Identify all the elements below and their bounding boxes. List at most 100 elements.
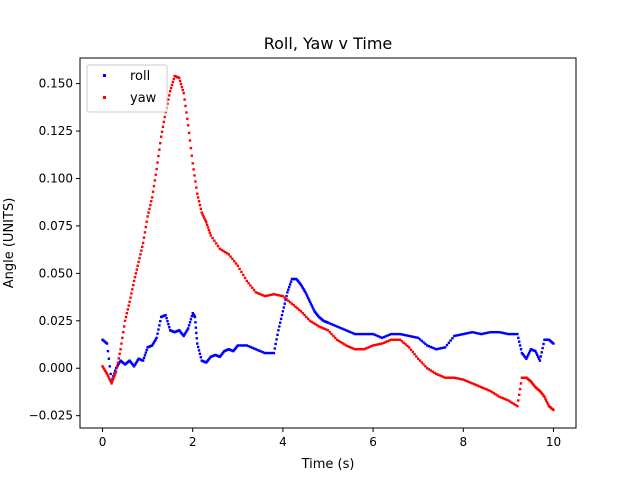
data-point-roll — [245, 344, 249, 347]
x-axis: 0 2 4 6 8 10 — [99, 428, 561, 449]
data-point-roll — [279, 317, 283, 321]
data-point-yaw — [487, 389, 490, 392]
data-point-yaw — [113, 375, 116, 378]
data-point-roll — [273, 347, 276, 350]
data-point-yaw — [288, 301, 292, 304]
data-point-yaw — [172, 77, 175, 81]
data-point-roll — [471, 330, 474, 334]
data-point-roll — [435, 348, 438, 351]
data-point-roll — [159, 319, 162, 323]
data-point-yaw — [371, 344, 375, 347]
data-point-yaw — [499, 396, 503, 399]
data-point-roll — [195, 337, 198, 340]
y-tick-label: 0.025 — [39, 314, 73, 328]
data-point-yaw — [334, 336, 337, 340]
data-point-yaw — [348, 345, 351, 349]
y-axis: −0.025 0.000 0.025 0.050 0.075 0.100 0.125 0.15… — [29, 77, 80, 423]
data-point-roll — [193, 315, 197, 319]
data-point-roll — [377, 335, 380, 338]
data-point-yaw — [203, 217, 206, 220]
data-point-yaw — [444, 376, 447, 379]
data-point-roll — [519, 348, 523, 351]
data-point-roll — [364, 332, 368, 336]
data-point-yaw — [152, 184, 156, 188]
data-point-roll — [406, 334, 409, 337]
data-point-roll — [525, 357, 528, 360]
legend: roll yaw — [86, 64, 168, 113]
data-point-roll — [447, 341, 451, 345]
data-point-roll — [286, 291, 289, 294]
data-point-roll — [135, 360, 139, 363]
data-point-yaw — [364, 347, 368, 350]
data-point-yaw — [517, 393, 521, 396]
data-point-roll — [185, 330, 188, 333]
data-point-roll — [480, 332, 483, 336]
data-point-yaw — [306, 317, 310, 321]
data-point-yaw — [352, 347, 355, 350]
data-point-yaw — [402, 341, 405, 345]
data-point-roll — [116, 363, 120, 367]
data-point-yaw — [508, 400, 512, 403]
data-point-roll — [415, 336, 418, 339]
data-point-roll — [144, 351, 148, 354]
data-point-roll — [167, 323, 170, 326]
data-point-roll — [263, 351, 267, 355]
data-point-yaw — [102, 366, 105, 370]
data-point-roll — [438, 347, 442, 350]
data-point-roll — [407, 334, 411, 338]
data-point-roll — [366, 332, 369, 336]
data-point-yaw — [272, 293, 276, 296]
data-point-yaw — [205, 223, 209, 226]
data-point-yaw — [512, 402, 515, 406]
x-tick-label: 8 — [459, 435, 467, 449]
data-point-roll — [451, 337, 454, 340]
data-point-yaw — [440, 375, 443, 378]
data-point-roll — [512, 332, 515, 336]
data-point-roll — [436, 347, 440, 351]
data-point-roll — [299, 283, 303, 286]
data-point-yaw — [462, 378, 465, 381]
data-point-roll — [538, 359, 542, 362]
data-point-yaw — [223, 250, 227, 254]
data-point-roll — [501, 331, 505, 335]
data-point-yaw — [519, 382, 523, 385]
legend-label-roll: roll — [130, 69, 150, 84]
data-point-yaw — [516, 404, 519, 408]
y-tick-label: 0.125 — [39, 124, 73, 138]
data-point-yaw — [380, 342, 384, 345]
data-point-yaw — [465, 379, 469, 383]
data-point-roll — [145, 348, 148, 352]
data-point-roll — [465, 332, 469, 335]
data-point-roll — [442, 346, 445, 349]
data-point-yaw — [160, 130, 164, 134]
data-point-roll — [445, 343, 449, 347]
data-point-roll — [288, 283, 292, 286]
data-point-roll — [194, 326, 198, 329]
data-point-yaw — [265, 294, 268, 297]
data-point-roll — [444, 346, 447, 349]
data-point-roll — [254, 348, 258, 351]
data-point-yaw — [194, 180, 197, 183]
data-point-yaw — [132, 283, 135, 287]
data-point-yaw — [335, 338, 339, 341]
data-point-yaw — [261, 294, 265, 297]
data-point-roll — [492, 330, 496, 334]
data-point-yaw — [238, 267, 241, 271]
y-axis-label: Angle (UNITS) — [2, 198, 17, 289]
data-point-yaw — [170, 83, 174, 87]
data-point-yaw — [211, 236, 214, 240]
data-point-yaw — [213, 239, 216, 242]
data-point-yaw — [181, 88, 185, 92]
data-point-yaw — [494, 393, 497, 396]
data-point-roll — [242, 344, 245, 347]
data-point-yaw — [507, 399, 510, 402]
data-point-yaw — [321, 326, 324, 330]
data-point-roll — [375, 334, 378, 337]
data-point-yaw — [269, 293, 272, 297]
x-tick-label: 6 — [369, 435, 377, 449]
data-point-roll — [301, 286, 304, 289]
data-point-yaw — [517, 399, 520, 402]
data-point-yaw — [254, 291, 258, 294]
data-point-roll — [274, 342, 277, 346]
data-point-roll — [287, 288, 290, 291]
